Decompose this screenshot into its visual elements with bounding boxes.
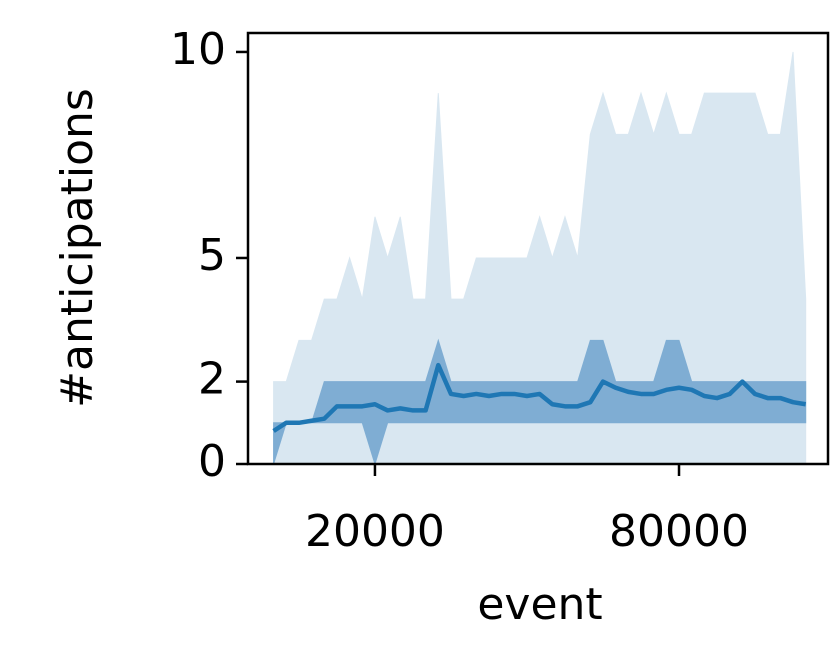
y-axis-label: #anticipations xyxy=(52,88,103,408)
x-axis-label: event xyxy=(477,579,602,630)
y-tick-label: 10 xyxy=(170,24,226,75)
x-tick-label: 80000 xyxy=(609,506,749,557)
y-tick-label: 0 xyxy=(198,436,226,487)
plot-frame xyxy=(246,31,830,466)
line xyxy=(272,362,807,433)
y-tick-label: 2 xyxy=(198,354,226,405)
y-tick-label: 5 xyxy=(198,230,226,281)
band xyxy=(273,338,807,466)
x-tick-label: 20000 xyxy=(305,506,445,557)
